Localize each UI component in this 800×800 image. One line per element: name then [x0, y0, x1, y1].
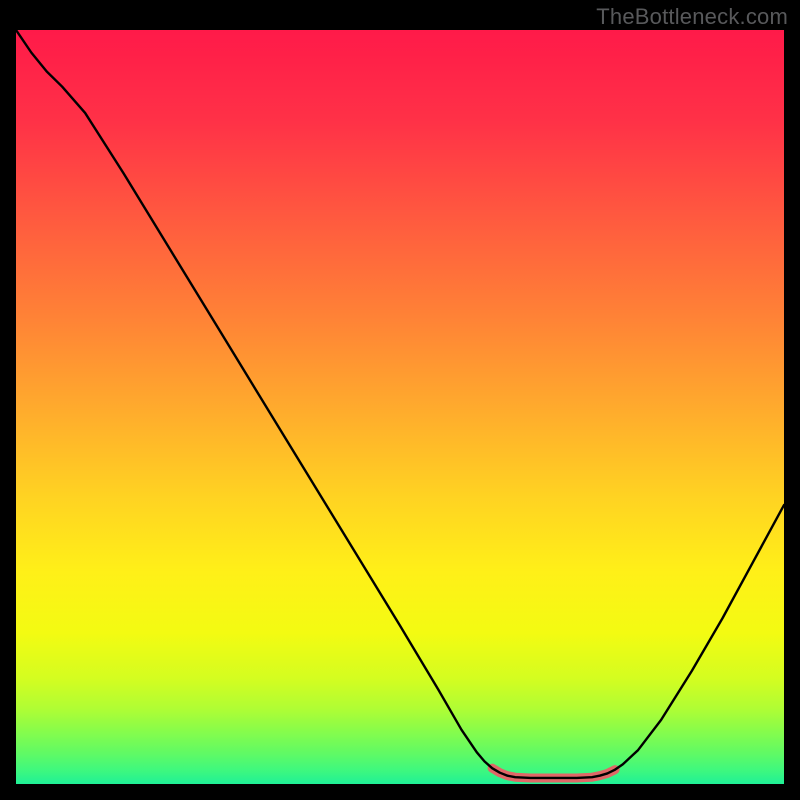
plot-area	[16, 30, 784, 784]
bottleneck-curve	[16, 30, 784, 778]
curve-layer	[16, 30, 784, 784]
watermark-text: TheBottleneck.com	[596, 4, 788, 30]
